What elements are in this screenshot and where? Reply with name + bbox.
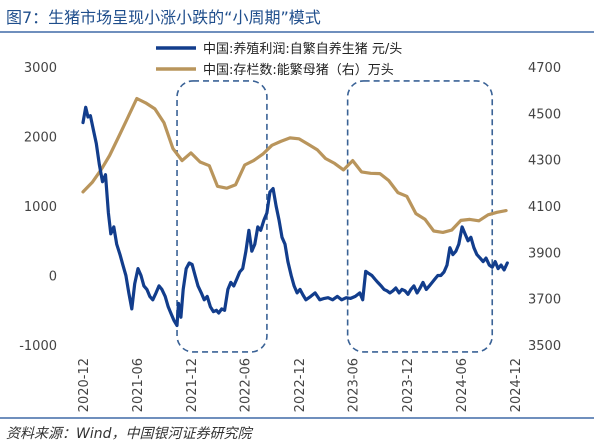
x-axis: 2020-12 2021-06 2021-12 2022-06 2022-12 2023-…: [77, 358, 524, 412]
left-tick-label: 3000: [24, 61, 57, 76]
x-tick-label: 2022-12: [293, 358, 308, 412]
x-tick-label: 2020-12: [77, 358, 92, 412]
left-tick-label: 0: [49, 270, 57, 285]
right-tick-label: 3500: [528, 339, 561, 354]
left-tick-label: 1000: [24, 200, 57, 215]
source-note: 资料来源：Wind，中国银河证券研究院: [6, 426, 252, 442]
left-axis: 3000 2000 1000 0 -1000: [19, 61, 57, 354]
series-lines: [81, 96, 509, 328]
right-axis: 4700 4500 4300 4100 3900 3700 3500: [528, 61, 561, 354]
right-tick-label: 4500: [528, 107, 561, 122]
series-line-sows: [81, 96, 508, 234]
right-tick-label: 4700: [528, 61, 561, 76]
legend-label-sows: 中国:存栏数:能繁母猪（右）万头: [203, 62, 394, 78]
left-tick-label: 2000: [24, 131, 57, 146]
legend: 中国:养殖利润:自繁自养生猪 元/头 中国:存栏数:能繁母猪（右）万头: [156, 41, 402, 78]
right-tick-label: 3700: [528, 293, 561, 308]
left-tick-label: -1000: [19, 339, 57, 354]
chart-title: 图7：生猪市场呈现小涨小跌的“小周期”模式: [6, 8, 321, 27]
x-tick-label: 2021-06: [131, 358, 146, 412]
right-tick-label: 3900: [528, 246, 561, 261]
right-tick-label: 4100: [528, 200, 561, 215]
x-tick-label: 2023-06: [347, 358, 362, 412]
x-tick-label: 2022-06: [239, 358, 254, 412]
legend-label-profit: 中国:养殖利润:自繁自养生猪 元/头: [203, 41, 402, 57]
title-rule: [0, 31, 594, 33]
highlight-box: [176, 80, 268, 353]
series-line-profit: [81, 105, 509, 328]
right-tick-label: 4300: [528, 154, 561, 169]
x-tick-label: 2023-12: [401, 358, 416, 412]
x-tick-label: 2021-12: [185, 358, 200, 412]
x-tick-label: 2024-12: [509, 358, 524, 412]
footer-rule: [0, 417, 594, 419]
x-tick-label: 2024-06: [455, 358, 470, 412]
